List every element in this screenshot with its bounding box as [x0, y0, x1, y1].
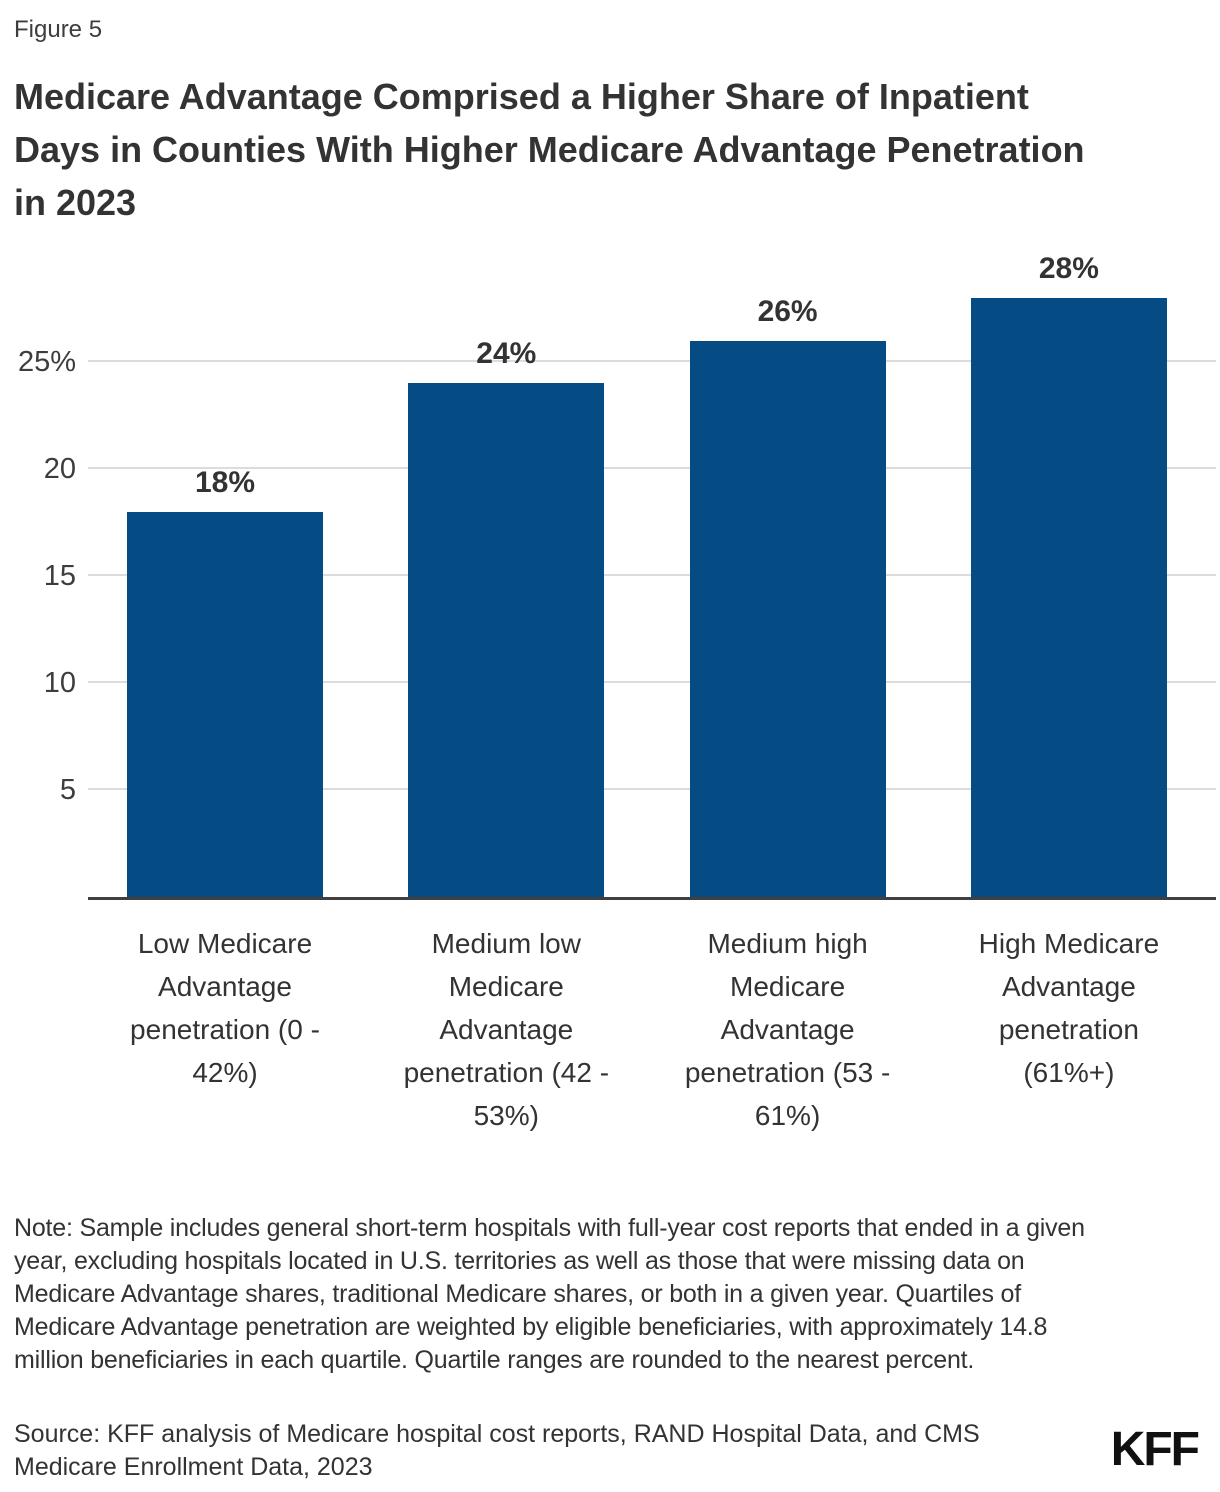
- x-category-label: Low Medicare Advantage penetration (0 - …: [130, 928, 320, 1088]
- bar-value-label: 24%: [476, 337, 537, 371]
- x-category-label: Medium high Medicare Advantage penetrati…: [684, 928, 891, 1131]
- gridline-5: [88, 788, 1216, 790]
- bar: [127, 511, 323, 897]
- x-category-label: High Medicare Advantage penetration (61%…: [978, 928, 1160, 1088]
- bar-chart: 18% 24% 26% 28% 5 10 15 20 25% Low Medicare Adva…: [0, 251, 1220, 1145]
- plot-area: 18% 24% 26% 28%: [88, 251, 1216, 900]
- y-tick-label: 20: [43, 453, 76, 485]
- y-tick-label: 5: [59, 774, 76, 806]
- bar: [689, 340, 886, 897]
- y-tick-label: 25%: [17, 346, 76, 378]
- gridline-25%: [88, 360, 1216, 362]
- source-text: Source: KFF analysis of Medicare hospita…: [14, 1420, 980, 1481]
- figure-label: Figure 5: [14, 16, 103, 43]
- x-category-label: Medium low Medicare Advantage penetratio…: [403, 928, 610, 1131]
- y-tick-label: 10: [43, 667, 76, 699]
- bar: [970, 297, 1167, 897]
- kff-logo: KFF: [1110, 1423, 1200, 1476]
- gridline-20: [88, 467, 1216, 469]
- gridline-15: [88, 574, 1216, 576]
- bar-value-label: 28%: [1038, 251, 1099, 285]
- figure-title: Medicare Advantage Comprised a Higher Sh…: [14, 76, 1085, 223]
- bar: [408, 383, 605, 897]
- gridline-10: [88, 681, 1216, 683]
- note-text: Note: Sample includes general short-term…: [14, 1214, 1085, 1374]
- bar-value-label: 18%: [194, 465, 256, 499]
- y-tick-label: 15: [43, 560, 76, 592]
- bar-value-label: 26%: [757, 294, 818, 328]
